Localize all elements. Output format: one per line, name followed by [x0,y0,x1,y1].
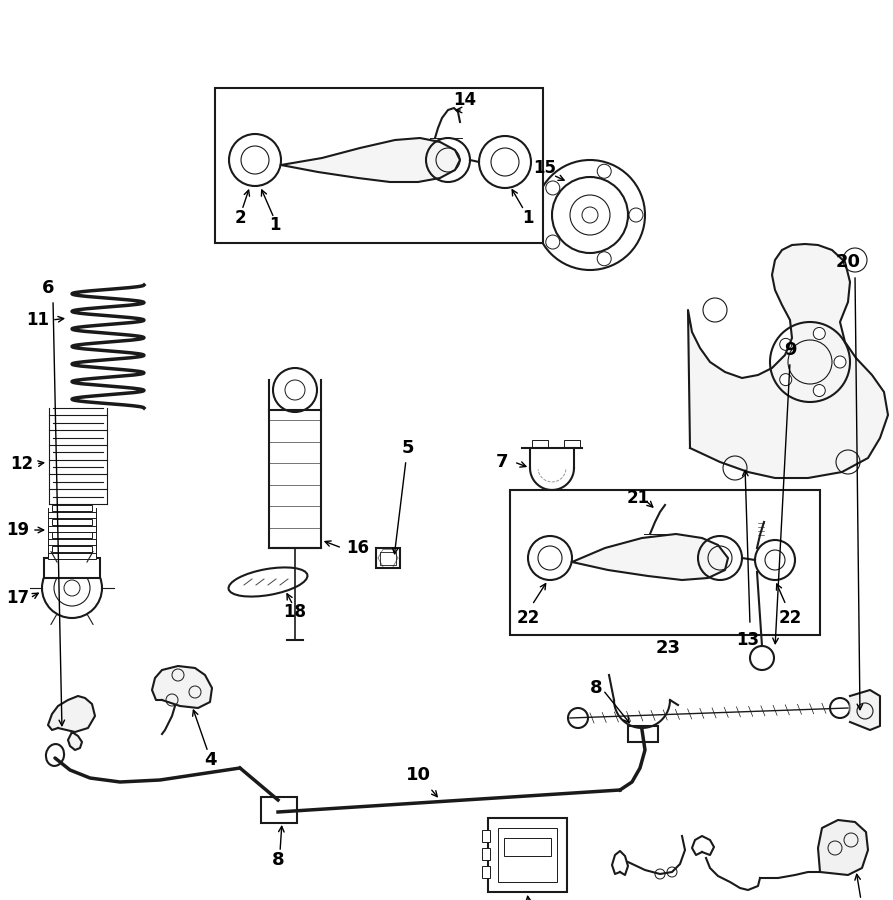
Polygon shape [152,666,212,708]
Bar [215,88,543,243]
Bar [48,539,96,545]
Polygon shape [48,696,95,732]
Text: 8: 8 [271,851,284,869]
Bar [376,548,400,568]
Bar [52,546,92,552]
Polygon shape [572,534,728,580]
Bar [482,848,490,860]
Bar [52,533,92,538]
Bar [498,828,557,882]
Bar [510,490,820,635]
Circle shape [834,356,846,368]
Text: 21: 21 [626,489,649,507]
Text: 9: 9 [784,341,797,359]
Circle shape [546,181,560,195]
Bar [380,552,396,565]
Polygon shape [68,732,82,750]
Text: 18: 18 [283,603,306,621]
Bar [482,830,490,842]
Polygon shape [688,244,888,478]
Circle shape [814,328,825,339]
Text: 17: 17 [6,589,29,607]
Text: 2: 2 [234,209,246,227]
Bar [52,505,92,511]
Text: 10: 10 [405,766,430,784]
Circle shape [780,338,792,350]
Circle shape [780,374,792,385]
Bar [482,866,490,878]
Text: 6: 6 [42,279,54,297]
Text: 7: 7 [496,453,508,471]
Text: 22: 22 [779,609,802,627]
Bar [564,440,580,448]
Text: 5: 5 [402,439,414,457]
Text: 20: 20 [836,253,861,271]
Bar [44,558,100,578]
Bar [628,726,658,742]
Bar [504,838,551,856]
Text: 4: 4 [204,751,216,769]
Circle shape [814,384,825,397]
Text: 16: 16 [346,539,370,557]
Polygon shape [281,138,460,182]
Bar [48,526,96,532]
Text: 8: 8 [589,679,602,697]
Text: 11: 11 [27,311,49,329]
Bar [532,440,548,448]
Circle shape [597,165,611,178]
Text: 3: 3 [855,899,868,900]
FancyBboxPatch shape [261,797,297,823]
Circle shape [597,252,611,266]
Circle shape [629,208,643,222]
Bar [48,512,96,517]
Bar [48,553,96,559]
FancyBboxPatch shape [488,818,567,892]
Text: 22: 22 [516,609,539,627]
Text: 14: 14 [454,91,477,109]
Bar [52,518,92,525]
Text: 23: 23 [655,639,680,657]
Text: 4: 4 [524,899,537,900]
Text: 19: 19 [6,521,29,539]
Text: 15: 15 [533,159,556,177]
Text: 13: 13 [737,631,760,649]
Polygon shape [850,690,880,730]
Ellipse shape [229,567,307,597]
Text: 12: 12 [11,455,34,473]
Circle shape [546,235,560,249]
Text: 1: 1 [270,216,280,234]
Polygon shape [818,820,868,875]
Text: 1: 1 [522,209,534,227]
